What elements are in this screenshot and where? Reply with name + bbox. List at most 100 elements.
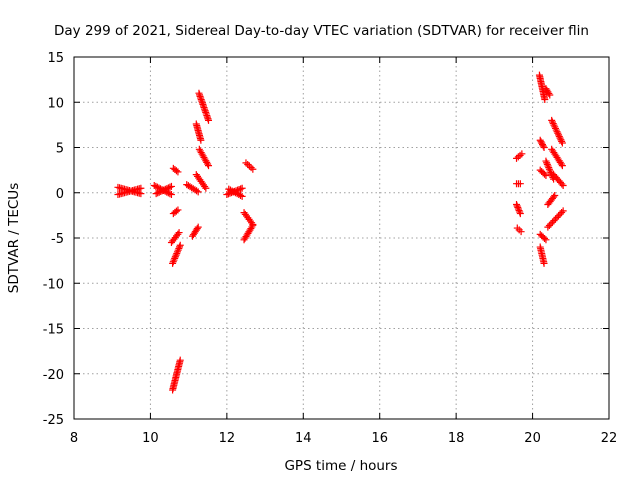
data-point xyxy=(172,167,180,175)
data-point xyxy=(176,356,184,364)
data-point xyxy=(550,193,558,201)
data-point xyxy=(194,188,202,196)
data-point xyxy=(559,207,567,215)
data-point xyxy=(517,228,525,236)
data-point xyxy=(545,222,553,230)
y-tick-label: -20 xyxy=(43,368,64,383)
series-segment-35 xyxy=(550,171,567,190)
data-point xyxy=(559,182,567,190)
data-point xyxy=(245,162,253,170)
data-point xyxy=(167,191,175,199)
series-segment-11 xyxy=(192,171,210,192)
data-point xyxy=(552,126,560,134)
data-point xyxy=(555,133,563,141)
data-point xyxy=(544,162,552,170)
data-point xyxy=(516,180,524,188)
data-point xyxy=(169,259,177,267)
data-point xyxy=(546,167,554,175)
data-point xyxy=(542,172,550,180)
data-point xyxy=(549,120,557,128)
data-point xyxy=(170,256,178,264)
data-point xyxy=(223,191,231,199)
data-point xyxy=(516,208,524,216)
y-tick-label: -5 xyxy=(51,232,64,247)
series-segment-17 xyxy=(225,185,246,200)
data-point xyxy=(161,185,169,193)
series-segment-32 xyxy=(544,191,559,209)
data-point xyxy=(558,208,566,216)
data-point xyxy=(543,159,551,167)
data-point xyxy=(174,168,182,176)
series-segment-10 xyxy=(183,181,202,196)
data-point xyxy=(249,165,257,173)
data-point xyxy=(553,213,561,221)
data-point xyxy=(193,225,201,233)
data-point xyxy=(546,91,554,99)
data-point xyxy=(518,150,526,158)
data-point xyxy=(541,96,549,104)
data-point xyxy=(553,128,561,136)
series-segment-08 xyxy=(169,241,184,267)
data-point xyxy=(163,185,171,193)
y-tick-label: -15 xyxy=(43,323,64,338)
data-point xyxy=(540,259,548,267)
y-tick-label: 15 xyxy=(47,51,64,66)
data-point xyxy=(540,144,548,151)
x-tick-label: 14 xyxy=(295,431,312,446)
data-point xyxy=(516,210,524,218)
series-segment-34 xyxy=(548,145,566,170)
data-point xyxy=(548,218,556,226)
data-point xyxy=(242,159,250,167)
data-point xyxy=(557,160,565,168)
y-tick-label: 0 xyxy=(56,187,64,202)
series-segment-22 xyxy=(513,180,524,188)
data-point xyxy=(550,121,558,129)
ticks: 8 10 12 14 16 18 20 22 -25 -20 -15 -10 -5 0 5 10 15 xyxy=(43,51,618,446)
x-tick-label: 12 xyxy=(219,431,236,446)
data-point xyxy=(550,217,558,225)
series-segment-29 xyxy=(536,230,550,244)
data-point xyxy=(557,136,565,144)
data-point xyxy=(154,189,162,197)
y-tick-label: -25 xyxy=(43,413,64,428)
data-point xyxy=(171,254,179,262)
data-point xyxy=(174,230,182,238)
data-point xyxy=(558,139,566,147)
data-point xyxy=(548,118,556,126)
data-point xyxy=(513,201,521,209)
data-point xyxy=(558,180,566,188)
data-point xyxy=(238,184,246,192)
data-point xyxy=(552,215,559,223)
series-segment-06 xyxy=(169,206,182,218)
data-point xyxy=(542,236,550,244)
series-segment-36 xyxy=(544,207,567,231)
data-point xyxy=(174,206,182,214)
data-point xyxy=(514,205,522,213)
series-segment-14 xyxy=(195,89,213,124)
series-segment-20 xyxy=(240,221,257,244)
data-point xyxy=(193,187,201,195)
data-point xyxy=(548,116,556,124)
data-point xyxy=(201,183,209,191)
data-point xyxy=(545,164,553,172)
data-point xyxy=(249,221,257,229)
series-segment-21 xyxy=(513,150,526,162)
data-point xyxy=(545,89,553,97)
series-segment-09 xyxy=(169,356,184,394)
data-point xyxy=(152,182,160,190)
x-tick-label: 16 xyxy=(371,431,388,446)
y-tick-label: 10 xyxy=(47,96,64,111)
data-point xyxy=(173,249,181,257)
data-point xyxy=(545,165,553,173)
series-segment-28 xyxy=(536,166,550,180)
data-point xyxy=(543,160,551,168)
series-segment-05 xyxy=(169,164,182,176)
series-segment-23 xyxy=(513,201,524,218)
data-point xyxy=(176,243,184,251)
data-point xyxy=(173,248,181,256)
data-point xyxy=(202,184,210,192)
y-tick-label: 5 xyxy=(56,142,64,157)
data-point xyxy=(175,229,183,237)
data-point xyxy=(515,207,523,215)
